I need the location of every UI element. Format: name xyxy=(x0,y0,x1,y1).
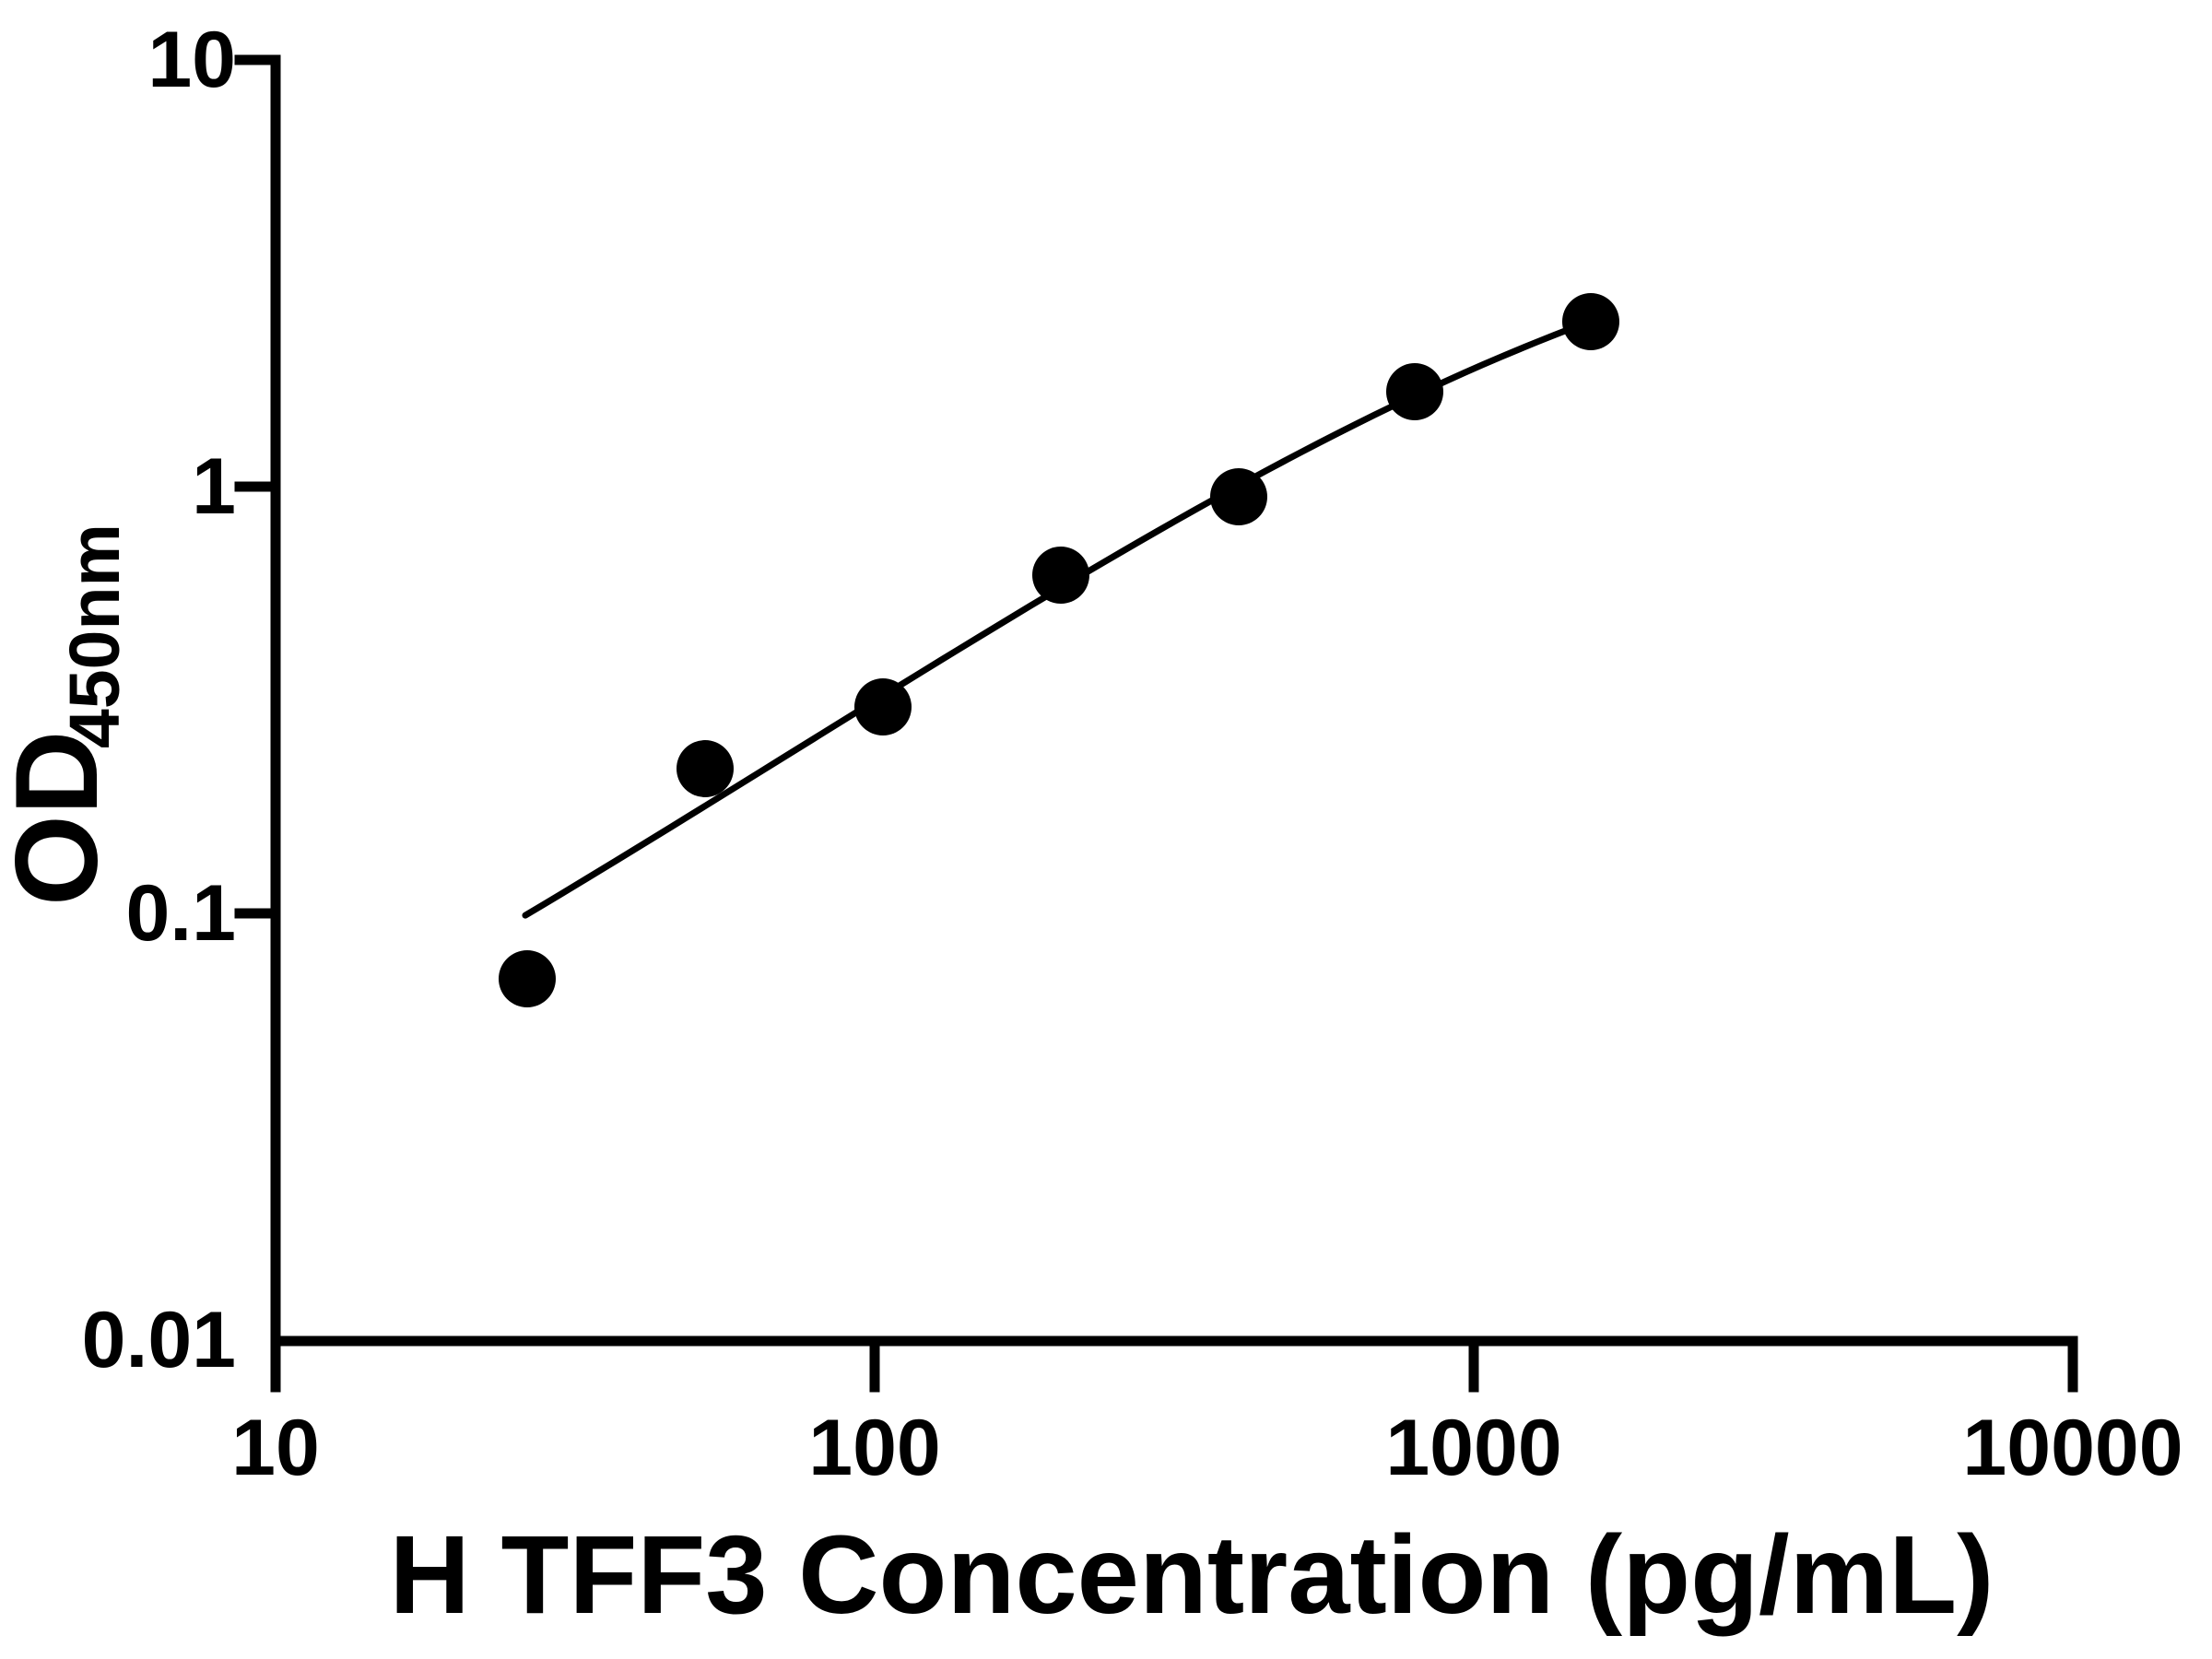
svg-text:0.01: 0.01 xyxy=(82,1296,236,1384)
svg-text:10000: 10000 xyxy=(1962,1404,2183,1492)
svg-text:0.1: 0.1 xyxy=(125,869,236,958)
svg-text:1: 1 xyxy=(192,442,236,531)
svg-text:10: 10 xyxy=(231,1404,320,1492)
svg-text:100: 100 xyxy=(808,1404,941,1492)
svg-text:1000: 1000 xyxy=(1385,1404,1561,1492)
svg-text:450nm: 450nm xyxy=(55,524,135,748)
svg-text:H TFF3 Concentration (pg/mL): H TFF3 Concentration (pg/mL) xyxy=(390,1512,1994,1637)
svg-text:10: 10 xyxy=(147,16,236,104)
svg-text:OD: OD xyxy=(0,731,122,907)
